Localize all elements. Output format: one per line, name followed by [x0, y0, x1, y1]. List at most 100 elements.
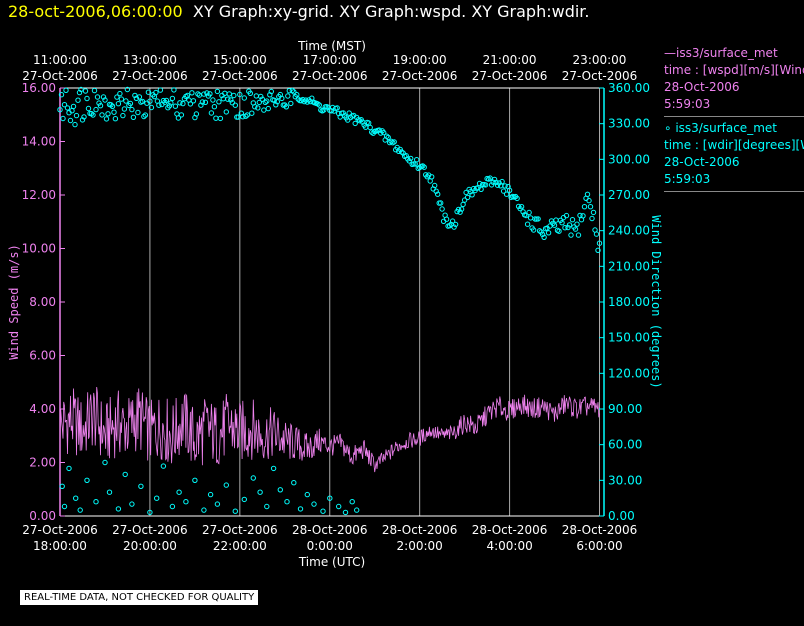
wind-direction-point — [279, 95, 285, 102]
left-tick-label: 12.00 — [22, 188, 56, 202]
wind-direction-point — [556, 228, 562, 234]
wind-direction-point — [171, 87, 177, 93]
wind-direction-point — [176, 489, 182, 495]
wind-speed-line — [59, 386, 600, 473]
wind-direction-point — [120, 112, 126, 119]
wind-direction-point — [464, 194, 471, 201]
wind-direction-point — [192, 477, 198, 483]
wind-direction-point — [184, 92, 191, 99]
wind-direction-point — [100, 94, 107, 100]
wind-direction-point — [491, 176, 498, 183]
bottom-tick-date: 28-Oct-2006 — [382, 523, 458, 537]
wind-direction-point — [541, 234, 547, 241]
wind-direction-point — [587, 204, 594, 210]
wind-direction-point — [142, 112, 149, 118]
wind-direction-point — [328, 108, 334, 114]
bottom-tick-time: 18:00:00 — [33, 539, 87, 553]
bottom-tick-time: 20:00:00 — [123, 539, 177, 553]
wind-direction-point — [208, 110, 215, 116]
legend-wdir-date: 28-Oct-2006 — [664, 155, 740, 169]
wind-direction-point — [122, 471, 128, 478]
wind-direction-point — [213, 115, 219, 121]
wind-direction-point — [264, 98, 270, 104]
wind-direction-point — [57, 107, 63, 113]
wind-direction-point — [524, 221, 531, 227]
wind-direction-point — [590, 209, 597, 216]
wind-direction-point — [297, 506, 304, 512]
wind-direction-point — [141, 113, 147, 120]
wind-direction-point — [255, 105, 261, 111]
left-tick-label: 2.00 — [29, 456, 56, 470]
wind-direction-point — [111, 109, 117, 115]
wind-direction-point — [451, 224, 457, 230]
wind-direction-point — [291, 89, 297, 95]
wind-direction-point — [58, 92, 65, 98]
legend-wdir-name: ∘ iss3/surface_met — [664, 121, 777, 135]
right-tick-label: 180.00 — [608, 295, 650, 309]
wind-direction-point — [334, 105, 340, 111]
wind-direction-point — [340, 110, 346, 116]
wind-direction-point — [526, 209, 532, 216]
bottom-tick-time: 2:00:00 — [397, 539, 443, 553]
wind-direction-point — [160, 463, 167, 469]
wind-direction-point — [256, 99, 262, 106]
wind-direction-point — [327, 495, 333, 501]
header-timestamp: 28-oct-2006,06:00:00 — [8, 2, 183, 21]
wind-direction-point — [132, 92, 138, 99]
bottom-tick-time: 4:00:00 — [486, 539, 532, 553]
wind-direction-point — [581, 204, 588, 210]
wind-direction-point — [500, 188, 507, 194]
wind-direction-point — [217, 115, 224, 122]
wind-direction-point — [223, 482, 230, 488]
wind-direction-point — [367, 124, 373, 131]
right-tick-label: 90.00 — [608, 402, 642, 416]
wind-direction-point — [168, 100, 174, 106]
wind-direction-point — [138, 483, 144, 489]
wind-direction-point — [214, 501, 221, 507]
wind-direction-point — [59, 483, 65, 489]
wind-direction-point — [271, 97, 277, 104]
top-tick-date: 27-Oct-2006 — [472, 69, 548, 83]
wind-direction-point — [460, 201, 466, 208]
wind-direction-point — [490, 179, 496, 185]
top-axis-title: Time (MST) — [297, 39, 366, 53]
wind-direction-point — [580, 213, 586, 219]
wind-direction-point — [527, 215, 534, 221]
wind-direction-point — [502, 183, 508, 189]
left-tick-label: 10.00 — [22, 242, 56, 256]
right-tick-label: 120.00 — [608, 366, 650, 380]
wind-direction-point — [133, 95, 140, 102]
wind-direction-point — [259, 96, 265, 102]
wind-direction-point — [93, 499, 99, 505]
wind-direction-point — [112, 116, 119, 122]
legend-wspd-date: 28-Oct-2006 — [664, 80, 740, 94]
wind-direction-point — [102, 459, 108, 466]
wind-direction-point — [584, 191, 591, 198]
wind-direction-point — [391, 139, 397, 145]
wind-direction-point — [270, 465, 277, 472]
top-tick-date: 27-Oct-2006 — [562, 69, 638, 83]
wind-direction-point — [342, 509, 349, 516]
wind-direction-point — [249, 110, 255, 116]
wind-direction-point — [273, 102, 279, 108]
right-tick-label: 330.00 — [608, 117, 650, 131]
wind-direction-point — [241, 496, 248, 503]
wind-direction-point — [106, 489, 113, 495]
wind-direction-point — [345, 117, 351, 123]
right-tick-label: 210.00 — [608, 259, 650, 273]
wind-direction-point — [530, 227, 537, 233]
wind-direction-point — [523, 212, 529, 219]
wind-direction-point — [129, 501, 135, 507]
wind-direction-point — [559, 220, 565, 226]
wind-direction-point — [283, 104, 289, 110]
wind-direction-point — [247, 90, 254, 97]
top-tick-time: 15:00:00 — [213, 53, 267, 67]
bottom-tick-date: 28-Oct-2006 — [292, 523, 368, 537]
wind-direction-point — [595, 247, 601, 254]
wind-direction-point — [458, 206, 465, 212]
wind-direction-point — [261, 107, 267, 113]
wind-direction-point — [455, 206, 462, 213]
bottom-tick-time: 22:00:00 — [213, 539, 267, 553]
wind-direction-point — [593, 231, 600, 237]
bottom-tick-date: 27-Oct-2006 — [202, 523, 278, 537]
